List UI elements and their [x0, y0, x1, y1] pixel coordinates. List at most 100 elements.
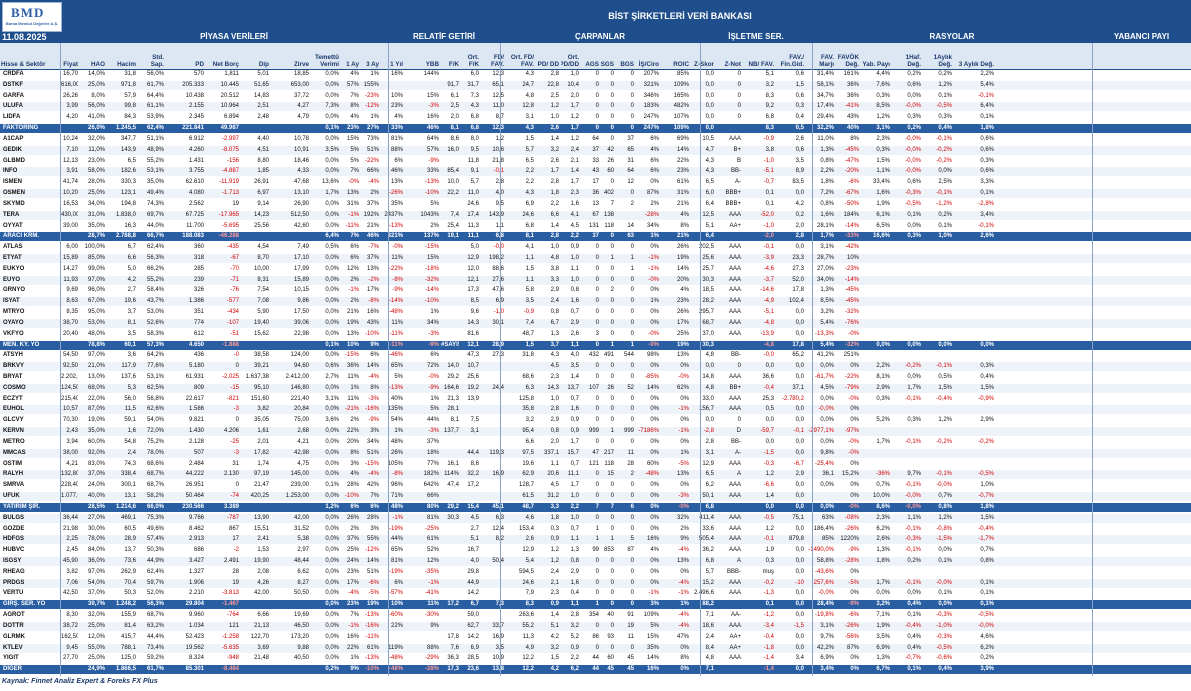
data-cell: 0,0: [795, 417, 804, 424]
data-cell: 0,3%: [876, 395, 890, 402]
data-cell: 0: [630, 557, 634, 564]
data-cell: 0: [595, 374, 599, 380]
data-cell: 39,7%: [87, 601, 105, 608]
data-cell: 4,75: [297, 460, 309, 467]
data-cell: 27,3: [792, 265, 804, 272]
data-cell: 98%: [646, 352, 659, 359]
group-header-relative-return: RELATİF GETİRİ: [412, 32, 476, 41]
data-cell: 4,3: [550, 352, 559, 359]
data-cell: [892, 427, 921, 436]
data-cell: 81%: [390, 135, 403, 142]
data-cell: 0,8: [550, 309, 559, 316]
data-cell: 0: [610, 493, 614, 500]
data-cell: 0,0%: [325, 612, 339, 619]
data-cell: 0,0: [795, 482, 804, 489]
data-cell: 184%: [843, 211, 859, 218]
data-cell: 0: [610, 92, 614, 99]
data-cell: 19: [232, 200, 239, 207]
data-cell: -1.258: [221, 633, 239, 640]
data-cell: 1.431: [188, 157, 204, 164]
table-row: COSMO 124,50 68,0% 5,3 62,5% 809 -15 95,10 146,8…: [0, 383, 1191, 393]
data-cell: -26%: [388, 190, 403, 197]
data-cell: -0,0%: [936, 482, 952, 489]
data-cell: 48%: [390, 438, 403, 445]
data-cell: 4,8: [525, 92, 534, 99]
data-cell: 42,98: [293, 449, 309, 456]
data-cell: 85%: [821, 536, 834, 543]
data-cell: 2,2%: [980, 71, 994, 77]
data-cell: 47,6: [492, 287, 504, 294]
data-cell: 0%: [650, 557, 659, 564]
report-title: BİST ŞİRKETLERİ VERİ BANKASI: [608, 11, 752, 21]
data-cell: 23,6: [467, 666, 479, 673]
data-cell: 207%: [643, 71, 659, 77]
data-cell: 2.130: [223, 471, 239, 478]
data-cell: [954, 243, 994, 252]
data-cell: 59,7%: [146, 579, 164, 586]
data-cell: 0,7: [570, 525, 579, 532]
data-cell: 0: [630, 114, 634, 121]
data-cell: 88,2: [702, 601, 714, 608]
data-cell: -1,0: [493, 309, 504, 316]
data-cell: [441, 157, 459, 166]
data-cell: -1%: [348, 622, 359, 629]
data-cell: 4,8: [705, 384, 714, 391]
data-cell: 16%: [646, 666, 659, 673]
ticker-cell: SMRVA: [3, 482, 25, 489]
data-cell: 3,8: [550, 265, 559, 272]
data-cell: 61,7%: [146, 666, 164, 673]
data-cell: [954, 427, 994, 436]
data-cell: 95,4: [522, 428, 534, 435]
data-cell: [271, 124, 309, 133]
data-cell: -0,1: [793, 428, 804, 435]
data-cell: 94,60: [293, 363, 309, 370]
data-cell: 202,5: [698, 244, 714, 251]
data-cell: 3,82: [66, 568, 78, 575]
data-cell: [923, 330, 952, 339]
logo-text: Borsa Menkul Değerler A.Ş.: [5, 21, 59, 26]
data-cell: 0,0%: [980, 341, 994, 348]
data-cell: 0,0%: [325, 471, 339, 478]
data-cell: 2,8: [570, 612, 579, 619]
table-row: ISYAT 8,63 67,0% 19,6 43,7% 1.386 -577 7,08 9,86…: [0, 297, 1191, 307]
data-cell: 2,4: [550, 568, 559, 575]
data-cell: 0,0: [795, 406, 804, 413]
data-cell: -71: [230, 276, 239, 283]
data-cell: 28,9: [492, 341, 504, 348]
data-cell: 11%: [391, 254, 403, 261]
data-cell: 43: [592, 168, 599, 175]
data-cell: -3%: [428, 103, 439, 110]
data-cell: -29%: [424, 655, 439, 662]
data-cell: 5,0: [127, 265, 136, 272]
data-cell: -70: [230, 265, 239, 272]
data-cell: 2,6: [550, 125, 559, 132]
data-cell: 354: [588, 612, 599, 619]
data-cell: 7: [595, 503, 599, 510]
data-cell: -2%: [368, 276, 379, 283]
data-cell: 66,0%: [146, 503, 164, 510]
data-cell: 14: [627, 222, 634, 229]
data-cell: 37%: [426, 438, 439, 445]
data-cell: 867: [228, 525, 239, 532]
data-cell: 6,97: [257, 190, 269, 197]
data-cell: 1%: [680, 601, 689, 608]
data-cell: 14%: [366, 363, 379, 370]
data-cell: 0: [595, 341, 599, 348]
data-cell: 19%: [676, 254, 689, 261]
data-cell: 58,8%: [816, 557, 834, 564]
data-cell: 4,0: [470, 557, 479, 564]
data-cell: 121: [228, 622, 239, 629]
data-cell: 1,0: [570, 254, 579, 261]
data-cell: 2,2: [525, 179, 534, 186]
data-cell: 3,69: [257, 644, 269, 651]
data-cell: 0: [630, 244, 634, 251]
data-cell: BBB+: [725, 200, 741, 207]
data-cell: 15%: [426, 92, 439, 99]
data-cell: 46%: [366, 233, 379, 240]
data-cell: 3,5%: [325, 146, 339, 153]
data-cell: 9,86: [297, 298, 309, 305]
data-cell: -0,7%: [978, 493, 994, 500]
data-cell: 22,2: [447, 190, 459, 197]
data-cell: 0%: [850, 655, 859, 662]
data-cell: -5.695: [221, 222, 239, 229]
